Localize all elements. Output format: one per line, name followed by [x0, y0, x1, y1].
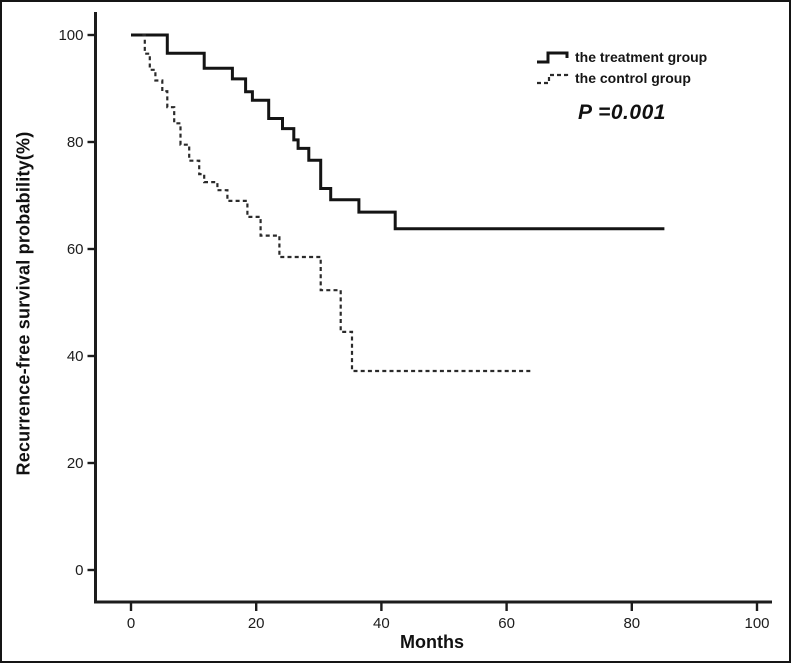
treatment-curve [131, 33, 665, 231]
x-tick-label: 20 [248, 615, 265, 632]
y-tick-label: 80 [67, 134, 84, 151]
y-tick-label: 60 [67, 241, 84, 258]
x-tick-label: 100 [744, 615, 769, 632]
x-axis-label: Months [400, 632, 464, 652]
legend: the treatment group the control group [535, 46, 707, 88]
y-tick-label: 20 [67, 455, 84, 472]
x-tick-label: 80 [623, 615, 640, 632]
legend-label-treatment: the treatment group [575, 48, 708, 65]
solid-step-line-icon [537, 51, 569, 63]
legend-label-control: the control group [575, 69, 691, 86]
y-tick-label: 40 [67, 348, 84, 365]
y-tick-label: 100 [58, 27, 83, 44]
x-tick-label: 0 [127, 615, 135, 632]
p-value-annotation: P =0.001 [578, 101, 666, 124]
legend-entry-control: the control group [535, 67, 707, 88]
legend-entry-treatment: the treatment group [535, 46, 707, 67]
dashed-step-line-icon [537, 73, 569, 84]
y-tick-label: 0 [75, 562, 83, 579]
control-curve [142, 33, 532, 373]
x-tick-label: 60 [498, 615, 515, 632]
x-tick-label: 40 [373, 615, 390, 632]
y-axis-label: Recurrence-free survival probability(%) [13, 131, 34, 476]
